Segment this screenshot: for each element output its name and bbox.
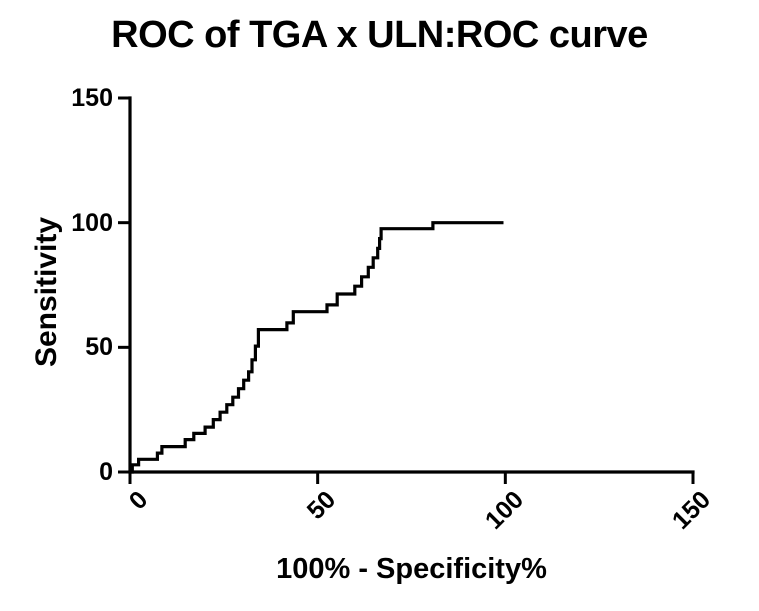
y-tick-label-50: 50 bbox=[85, 333, 113, 362]
x-axis-title: 100% - Specificity% bbox=[276, 553, 547, 585]
y-tick-label-100: 100 bbox=[71, 208, 113, 237]
y-tick-label-0: 0 bbox=[99, 458, 113, 486]
chart-title: ROC of TGA x ULN:ROC curve bbox=[111, 14, 648, 56]
roc-curve bbox=[130, 221, 504, 474]
y-tick-label-150: 150 bbox=[71, 84, 113, 112]
